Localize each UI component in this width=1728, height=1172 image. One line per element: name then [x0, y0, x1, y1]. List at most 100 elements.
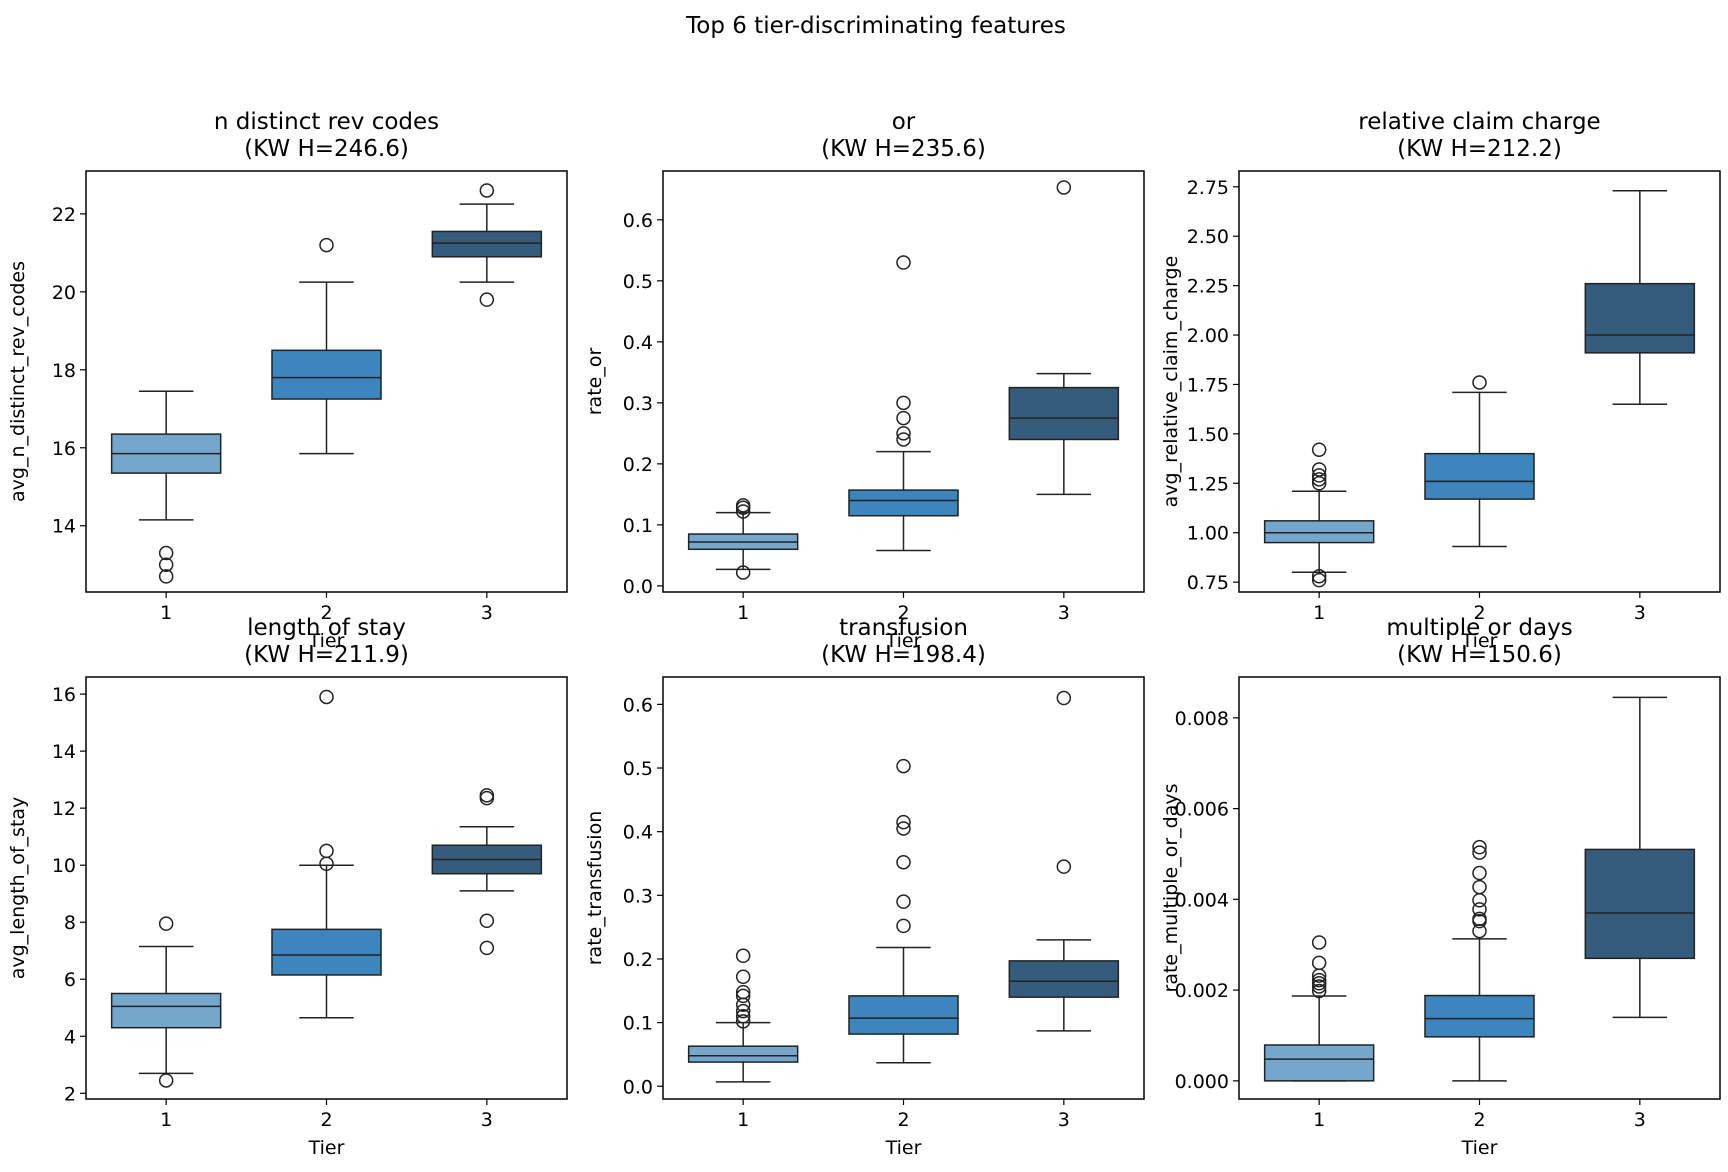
y-tick-label: 10 [52, 855, 76, 877]
y-tick-label: 18 [52, 360, 76, 382]
outlier-point [896, 410, 911, 426]
box-tier-1 [1263, 935, 1375, 1082]
x-tick-label: 2 [1473, 602, 1485, 624]
y-tick-label: 0.3 [623, 393, 653, 415]
y-tick-label: 0.2 [623, 949, 653, 971]
outlier-point [735, 498, 751, 513]
box-tier-1 [687, 498, 799, 580]
outlier-point [1472, 911, 1487, 927]
x-tick-label: 3 [481, 1109, 493, 1131]
outlier-point [735, 565, 751, 580]
x-axis-label: Tier [1461, 1137, 1498, 1159]
outlier-point [1472, 879, 1487, 895]
outlier-point [735, 1009, 751, 1024]
subplot-subtitle: (KW H=198.4) [821, 642, 986, 668]
x-tick-label: 1 [160, 1109, 172, 1131]
outlier-point [1311, 572, 1327, 588]
y-tick-label: 0.6 [623, 210, 653, 232]
y-tick-label: 1.25 [1187, 473, 1229, 495]
box-tier-2 [1424, 839, 1535, 1082]
y-tick-label: 2.25 [1187, 276, 1229, 298]
x-tick-label: 2 [897, 602, 909, 624]
y-tick-label: 0.3 [623, 885, 653, 907]
y-tick-label: 0.0 [623, 1076, 653, 1098]
y-tick-label: 0.1 [623, 515, 653, 537]
box-tier-3 [1584, 190, 1696, 405]
axes-frame [1238, 170, 1721, 593]
outlier-point [1311, 462, 1327, 477]
outlier-point [735, 1014, 751, 1029]
outlier-point [1056, 859, 1072, 874]
outlier-point [735, 504, 751, 519]
x-axis-label: Tier [1461, 630, 1498, 652]
y-tick-label: 0.5 [623, 758, 653, 780]
box-tier-1 [687, 948, 799, 1083]
y-tick-label: 1.00 [1187, 523, 1229, 545]
y-tick-label: 1.75 [1187, 374, 1229, 396]
outlier-point [896, 758, 911, 774]
outlier-point [1311, 976, 1327, 991]
outlier-point [896, 432, 911, 447]
outlier-point [735, 988, 751, 1004]
box-tier-3 [1584, 696, 1696, 1019]
x-tick-label: 1 [737, 1109, 749, 1131]
box-tier-2 [848, 758, 959, 1064]
outlier-point [319, 689, 334, 705]
y-tick-label: 0.000 [1175, 1071, 1229, 1093]
y-axis-label: avg_length_of_stay [7, 797, 29, 980]
subplot-6: multiple or days(KW H=150.6) 0.000 0.002 0.… [1160, 615, 1721, 1159]
subplots-grid: n distinct rev codes(KW H=246.6)14161820… [7, 109, 1721, 1159]
box-tier-3 [431, 183, 543, 307]
box-tier-2 [271, 237, 382, 455]
outlier-point [479, 292, 495, 307]
x-axis-label: Tier [885, 630, 922, 652]
x-tick-label: 2 [897, 1109, 909, 1131]
box-tier-2 [848, 255, 959, 552]
y-axis-label: avg_n_distinct_rev_codes [7, 261, 29, 502]
box-tier-2 [1424, 375, 1535, 548]
outlier-point [479, 940, 495, 956]
outlier-point [158, 557, 174, 572]
subplot-subtitle: (KW H=211.9) [244, 642, 409, 668]
y-tick-label: 0.004 [1175, 889, 1229, 911]
subplot-subtitle: (KW H=150.6) [1397, 642, 1562, 668]
x-tick-label: 3 [1634, 1109, 1646, 1131]
outlier-point [896, 395, 911, 411]
subplot-title: relative claim charge [1358, 109, 1600, 135]
y-tick-label: 14 [52, 516, 76, 538]
iqr-box [848, 995, 959, 1035]
y-tick-label: 16 [52, 438, 76, 460]
outlier-point [1311, 983, 1327, 999]
y-tick-label: 1.50 [1187, 424, 1229, 446]
outlier-point [1056, 690, 1072, 706]
outlier-point [1311, 442, 1327, 457]
subplot-1: n distinct rev codes(KW H=246.6) 14 16 18 20… [7, 109, 568, 652]
subplot-title: multiple or days [1386, 615, 1572, 641]
box-tier-1 [1263, 442, 1375, 588]
y-tick-label: 0.002 [1175, 980, 1229, 1002]
x-axis-label: Tier [308, 1137, 345, 1159]
x-axis-label: Tier [885, 1137, 922, 1159]
x-tick-label: 2 [320, 1109, 332, 1131]
iqr-box [1424, 994, 1535, 1038]
y-tick-label: 22 [52, 204, 76, 226]
iqr-box [848, 489, 959, 517]
subplot-subtitle: (KW H=212.2) [1397, 136, 1562, 162]
y-tick-label: 14 [52, 741, 76, 763]
outlier-point [319, 843, 334, 859]
box-tier-1 [110, 390, 222, 584]
subplot-title: or [892, 109, 916, 135]
outlier-point [896, 854, 911, 870]
y-tick-label: 0.2 [623, 454, 653, 476]
y-tick-label: 0.0 [623, 576, 653, 598]
y-tick-label: 0.008 [1175, 708, 1229, 730]
outlier-point [1472, 839, 1487, 855]
x-tick-label: 1 [737, 602, 749, 624]
subplot-5: transfusion(KW H=198.4) 0.0 0.1 0.2 0.3 0.4 0.… [584, 615, 1145, 1159]
x-tick-label: 1 [1313, 602, 1325, 624]
axes-frame [85, 676, 568, 1100]
outlier-point [1311, 476, 1327, 491]
figure-title: Top 6 tier-discriminating features [685, 13, 1066, 39]
y-tick-label: 0.5 [623, 271, 653, 293]
